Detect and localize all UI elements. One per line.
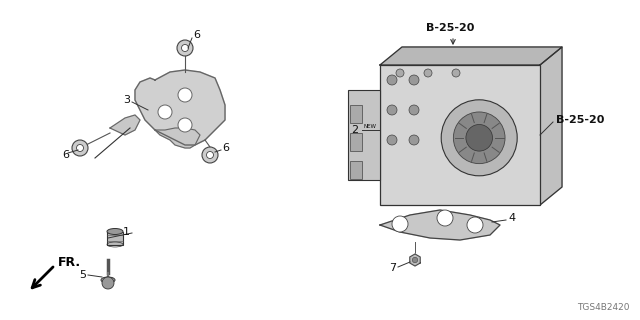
- Circle shape: [437, 210, 453, 226]
- Circle shape: [467, 217, 483, 233]
- Circle shape: [453, 112, 505, 164]
- Text: NEW: NEW: [363, 124, 376, 129]
- Text: TGS4B2420: TGS4B2420: [577, 303, 630, 312]
- Polygon shape: [410, 254, 420, 266]
- Bar: [350, 161, 362, 179]
- Circle shape: [178, 118, 192, 132]
- Bar: [348, 90, 380, 180]
- Text: 2: 2: [351, 125, 358, 135]
- Polygon shape: [155, 128, 200, 148]
- Circle shape: [441, 100, 517, 176]
- Circle shape: [177, 40, 193, 56]
- Circle shape: [158, 105, 172, 119]
- Text: 1: 1: [123, 227, 130, 237]
- Bar: [380, 65, 540, 205]
- Polygon shape: [540, 47, 562, 205]
- Polygon shape: [135, 70, 225, 145]
- Text: 5: 5: [79, 270, 86, 280]
- Text: FR.: FR.: [58, 257, 81, 269]
- Circle shape: [102, 277, 114, 289]
- Polygon shape: [110, 115, 140, 135]
- Circle shape: [202, 147, 218, 163]
- Circle shape: [466, 124, 493, 151]
- Polygon shape: [380, 47, 562, 65]
- Circle shape: [387, 135, 397, 145]
- Text: 6: 6: [222, 143, 229, 153]
- Circle shape: [182, 44, 189, 52]
- Circle shape: [412, 257, 418, 263]
- Text: 6: 6: [193, 30, 200, 40]
- Circle shape: [396, 69, 404, 77]
- Circle shape: [77, 145, 83, 151]
- Bar: [350, 133, 362, 151]
- Bar: [107, 231, 123, 244]
- Circle shape: [392, 216, 408, 232]
- Circle shape: [409, 105, 419, 115]
- Circle shape: [207, 151, 214, 158]
- Text: 3: 3: [123, 95, 130, 105]
- Circle shape: [178, 88, 192, 102]
- Circle shape: [409, 135, 419, 145]
- Circle shape: [387, 75, 397, 85]
- Circle shape: [409, 75, 419, 85]
- Circle shape: [387, 105, 397, 115]
- Text: 7: 7: [389, 263, 396, 273]
- Ellipse shape: [107, 228, 123, 235]
- Text: 4: 4: [508, 213, 515, 223]
- Bar: [350, 105, 362, 123]
- Text: B-25-20: B-25-20: [426, 23, 474, 33]
- Circle shape: [424, 69, 432, 77]
- Polygon shape: [380, 210, 500, 240]
- Ellipse shape: [101, 277, 115, 283]
- Circle shape: [452, 69, 460, 77]
- Text: 6: 6: [62, 150, 69, 160]
- Text: B-25-20: B-25-20: [556, 115, 604, 125]
- Circle shape: [72, 140, 88, 156]
